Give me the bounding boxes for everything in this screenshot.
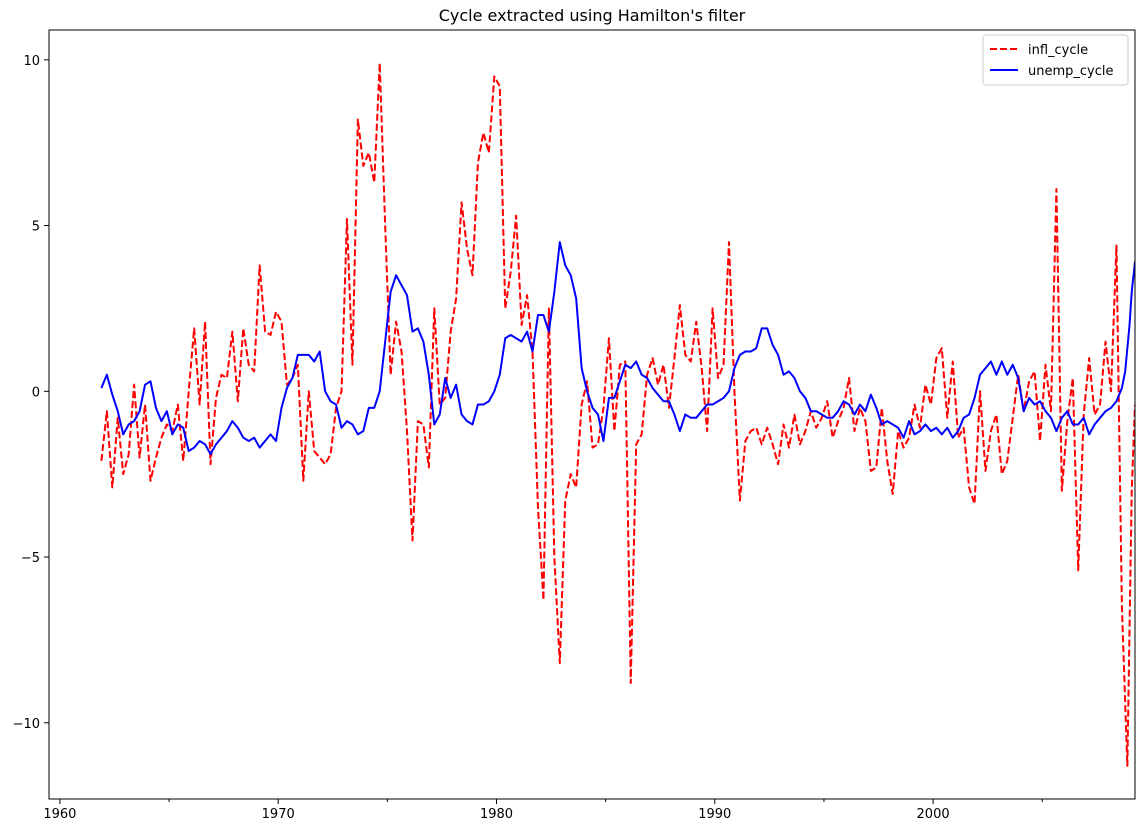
legend-label-unemp-cycle: unemp_cycle bbox=[1028, 64, 1114, 79]
x-tick-label: 1990 bbox=[698, 807, 731, 822]
y-tick-label: 10 bbox=[23, 54, 40, 69]
x-tick-label: 1980 bbox=[480, 807, 513, 822]
legend-box bbox=[982, 34, 1129, 86]
y-tick-label: −5 bbox=[21, 551, 40, 566]
y-tick-label: 5 bbox=[32, 220, 40, 235]
series-line-infl-cycle bbox=[100, 62, 1135, 767]
axis-layer: 1960 1970 1980 1990 2000 −10 −5 0 5 10 bbox=[13, 54, 1043, 822]
chart-title: Cycle extracted using Hamilton's filter bbox=[438, 6, 746, 25]
legend-label-infl-cycle: infl_cycle bbox=[1028, 43, 1088, 58]
series-layer bbox=[100, 62, 1135, 767]
y-tick-label: 0 bbox=[32, 385, 40, 400]
legend[interactable]: infl_cycle unemp_cycle bbox=[982, 34, 1129, 86]
plot-frame bbox=[48, 29, 1136, 800]
x-tick-label: 1960 bbox=[43, 807, 76, 822]
x-tick-label: 2000 bbox=[917, 807, 950, 822]
y-tick-label: −10 bbox=[13, 717, 40, 732]
series-line-unemp-cycle bbox=[100, 241, 1135, 456]
x-tick-label: 1970 bbox=[262, 807, 295, 822]
